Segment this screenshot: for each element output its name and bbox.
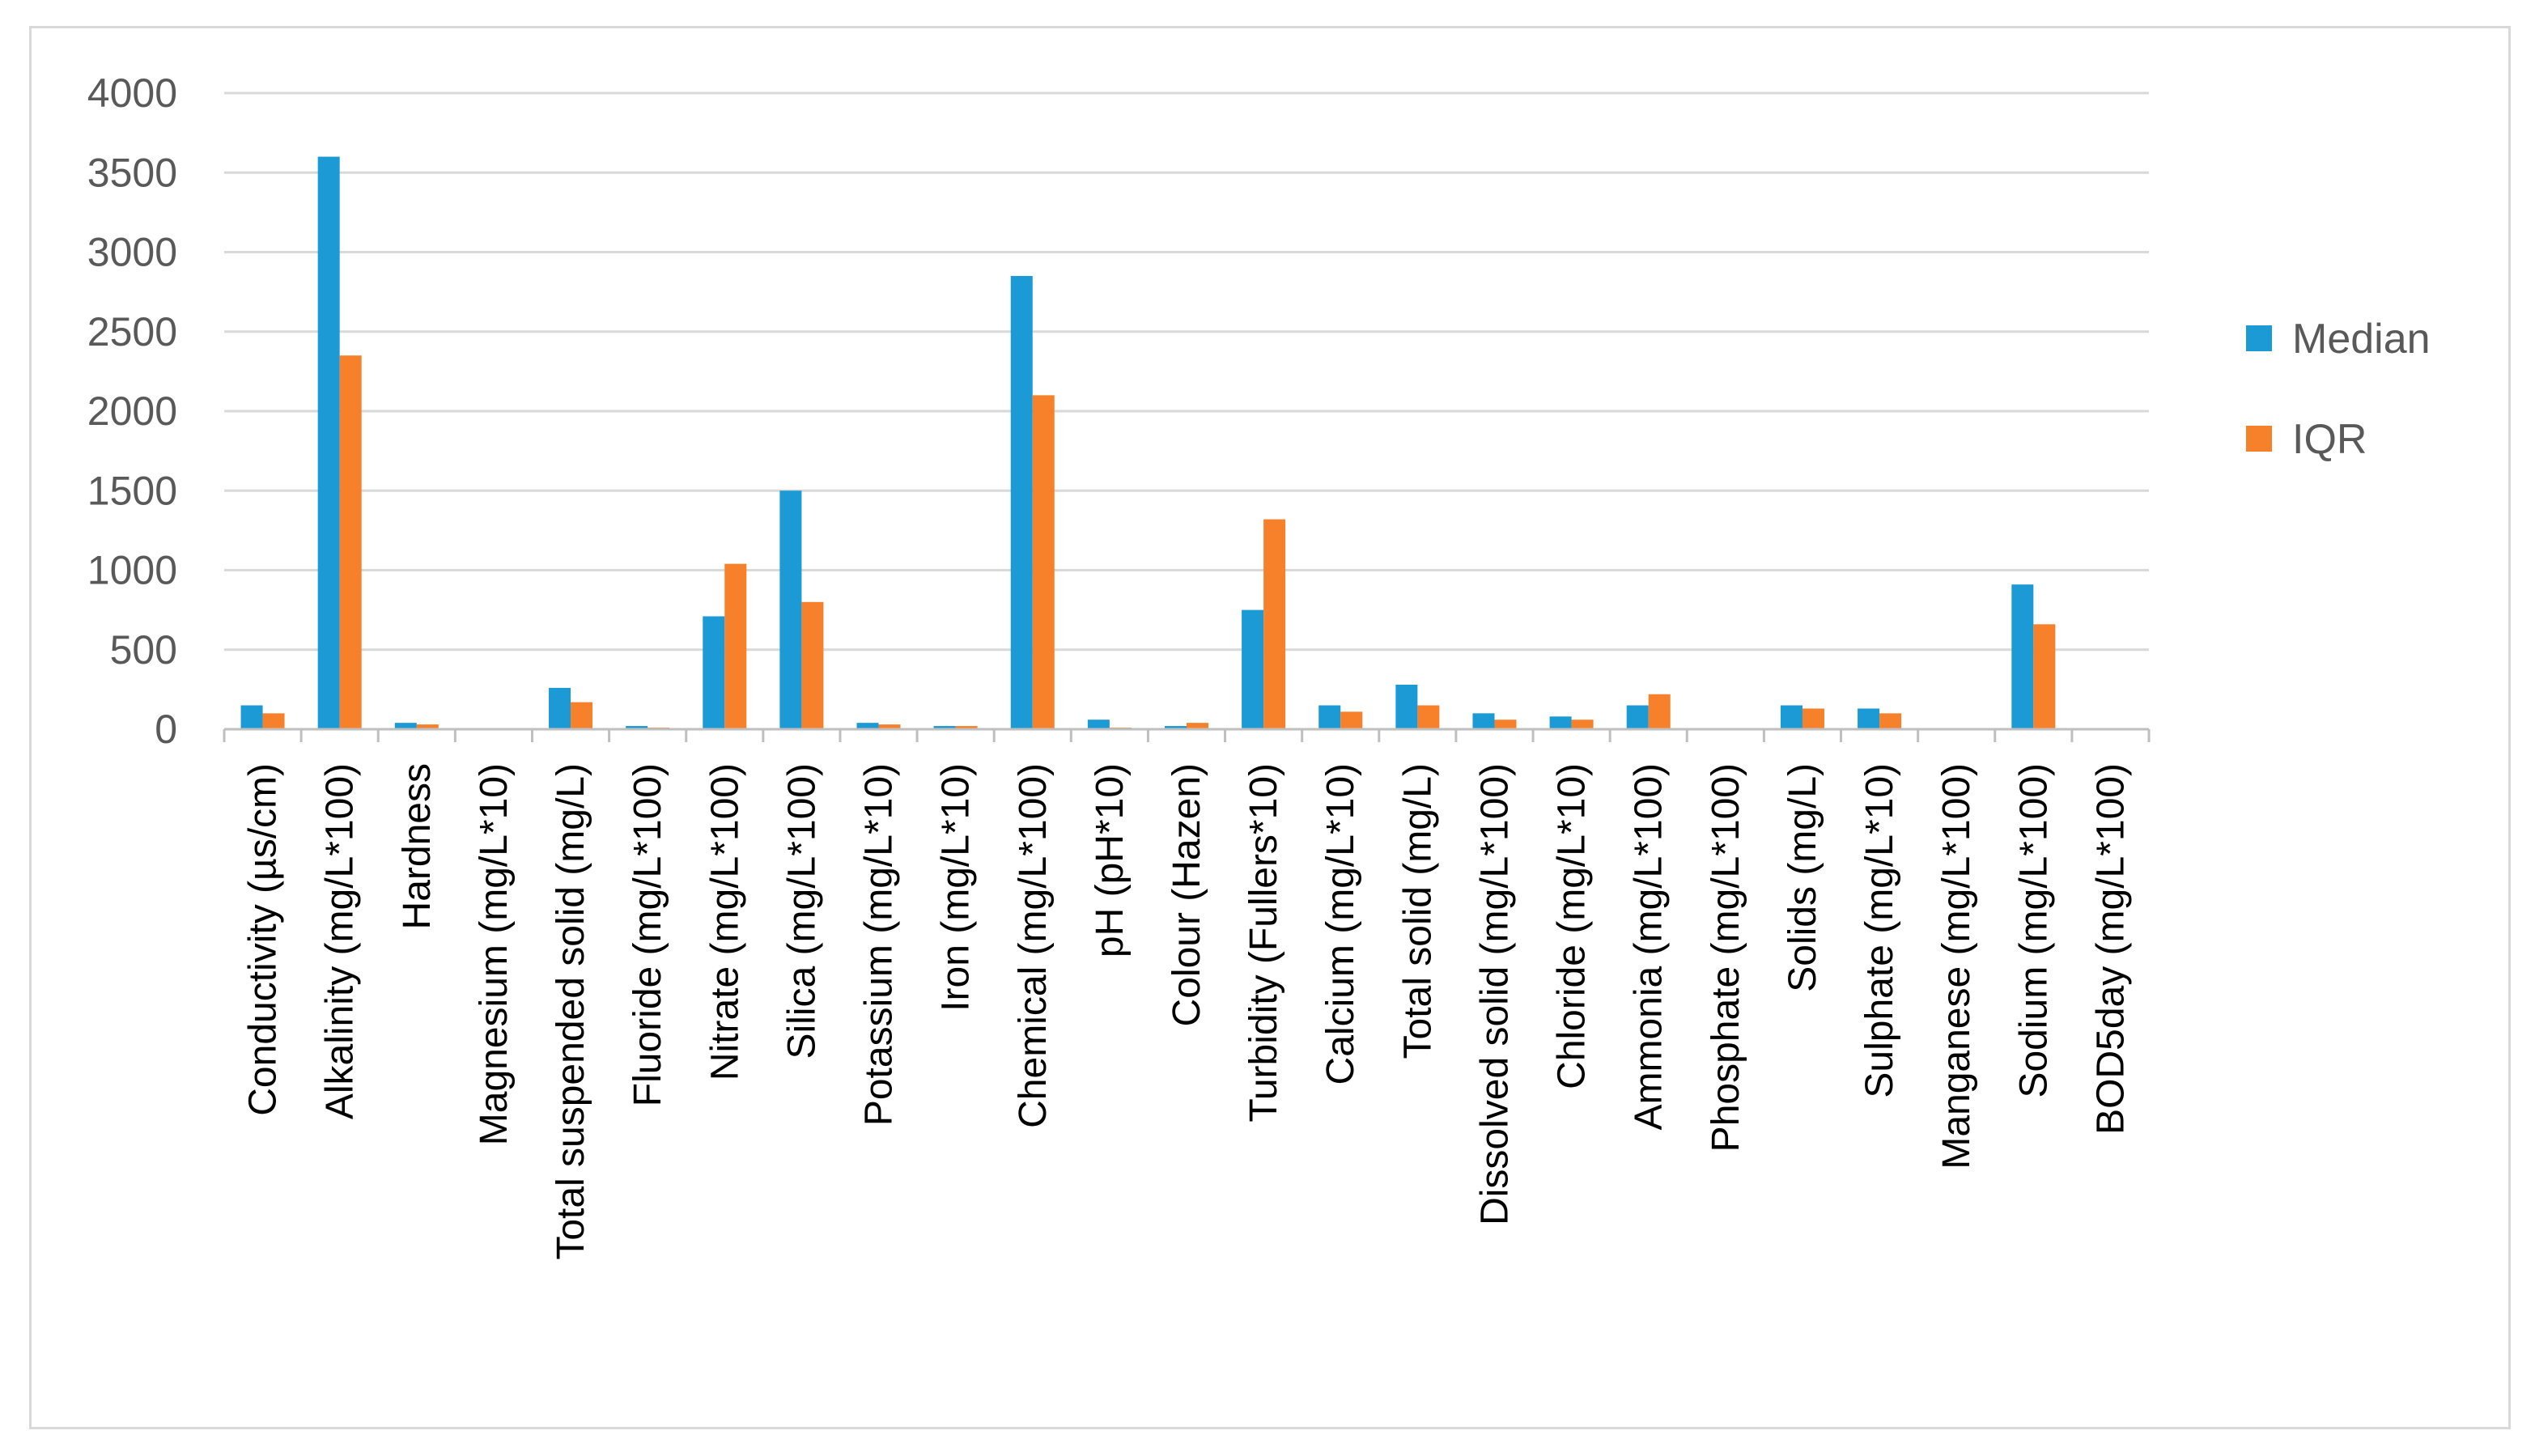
y-tick-label: 1500 (87, 468, 177, 513)
median-bar (1472, 713, 1495, 729)
gridlines (224, 91, 2149, 652)
iqr-legend-swatch (2246, 426, 2272, 452)
iqr-bar (1032, 395, 1055, 729)
median-bar (549, 687, 571, 729)
median-bar (317, 156, 340, 730)
x-category-label: Dissolved solid (mg/L*100) (1473, 763, 1516, 1225)
median-bar (1858, 708, 1880, 729)
y-tick-label: 1000 (87, 548, 177, 593)
median-bar (2011, 584, 2034, 729)
iqr-bar (724, 563, 747, 729)
y-tick-label: 4000 (87, 70, 177, 116)
x-category-label: pH (pH*10) (1089, 763, 1132, 957)
x-category-label: Hardness (396, 763, 439, 929)
legend: Median IQR (2246, 316, 2431, 463)
iqr-bar (1187, 723, 1208, 729)
x-tick-labels: Conductivity (µs/cm) Alkalinity (mg/L*100… (242, 763, 2133, 1260)
median-bar (933, 726, 956, 729)
x-category-label: Iron (mg/L*10) (935, 763, 978, 1012)
y-tick-labels: 0 500 1000 1500 2000 2500 3000 3500 4000 (87, 70, 177, 752)
x-category-label: Sulphate (mg/L*10) (1858, 763, 1901, 1098)
iqr-bar (1340, 711, 1363, 729)
iqr-bar (2033, 624, 2056, 729)
x-category-label: Colour (Hazen) (1166, 763, 1208, 1026)
iqr-bar (1571, 720, 1594, 729)
x-category-label: Conductivity (µs/cm) (242, 763, 285, 1116)
iqr-bar (1879, 713, 1902, 729)
iqr-bar (955, 726, 978, 729)
median-bar (1549, 716, 1572, 729)
x-category-label: Chemical (mg/L*100) (1012, 763, 1055, 1128)
y-tick-label: 500 (110, 627, 177, 673)
iqr-bar (1648, 694, 1671, 729)
y-tick-label: 2000 (87, 388, 177, 434)
x-category-label: Chloride (mg/L*10) (1551, 763, 1594, 1089)
iqr-bar (1494, 720, 1517, 729)
iqr-bar (1417, 705, 1440, 729)
x-category-label: Sodium (mg/L*100) (2012, 763, 2055, 1098)
median-bar (1010, 275, 1033, 730)
median-bar (1780, 705, 1803, 729)
iqr-bar (262, 713, 285, 729)
median-bar (779, 490, 802, 729)
x-category-label: Phosphate (mg/L*100) (1705, 763, 1747, 1152)
x-category-label: Total solid (mg/L) (1396, 763, 1439, 1059)
median-bar (1395, 684, 1418, 729)
bar-chart: 0 500 1000 1500 2000 2500 3000 3500 4000 Conduct… (87, 70, 2431, 1260)
median-legend-label: Median (2292, 316, 2431, 363)
iqr-bar (1263, 519, 1286, 729)
chart-frame: 0 500 1000 1500 2000 2500 3000 3500 4000 Conduct… (29, 26, 2511, 1429)
iqr-bar (1802, 708, 1824, 729)
x-category-label: Calcium (mg/L*10) (1319, 763, 1362, 1085)
median-bar (1165, 726, 1187, 729)
x-category-label: Manganese (mg/L*100) (1935, 763, 1978, 1169)
iqr-bar (571, 702, 593, 729)
median-bar (240, 705, 263, 729)
x-category-label: Potassium (mg/L*10) (858, 763, 901, 1126)
median-bar (626, 726, 648, 729)
iqr-legend-label: IQR (2292, 416, 2367, 463)
y-tick-label: 0 (155, 707, 177, 752)
iqr-bar (801, 601, 824, 729)
median-bar (856, 723, 879, 729)
x-category-label: Magnesium (mg/L*10) (473, 763, 516, 1145)
y-tick-label: 2500 (87, 309, 177, 354)
bars (240, 156, 2056, 730)
x-category-label: Silica (mg/L*100) (780, 763, 823, 1059)
y-tick-label: 3000 (87, 230, 177, 275)
iqr-bar (339, 355, 362, 729)
median-bar (1318, 705, 1341, 729)
x-category-label: Turbidity (Fullers*10) (1242, 763, 1285, 1123)
median-legend-swatch (2246, 325, 2272, 351)
median-bar (394, 723, 417, 729)
x-category-label: Alkalinity (mg/L*100) (319, 763, 362, 1119)
median-bar (1626, 705, 1649, 729)
y-tick-label: 3500 (87, 150, 177, 195)
x-category-label: Solids (mg/L) (1781, 763, 1824, 992)
median-bar (1242, 609, 1264, 729)
x-axis (223, 728, 2151, 742)
iqr-bar (416, 724, 439, 729)
x-category-label: Ammonia (mg/L*100) (1628, 763, 1671, 1131)
median-bar (703, 616, 725, 729)
median-bar (1087, 720, 1110, 729)
iqr-bar (878, 724, 901, 729)
x-category-label: Total suspended solid (mg/L) (550, 763, 592, 1260)
x-category-label: Nitrate (mg/L*100) (703, 763, 746, 1080)
x-category-label: Fluoride (mg/L*100) (626, 763, 669, 1106)
x-category-label: BOD5day (mg/L*100) (2089, 763, 2132, 1135)
